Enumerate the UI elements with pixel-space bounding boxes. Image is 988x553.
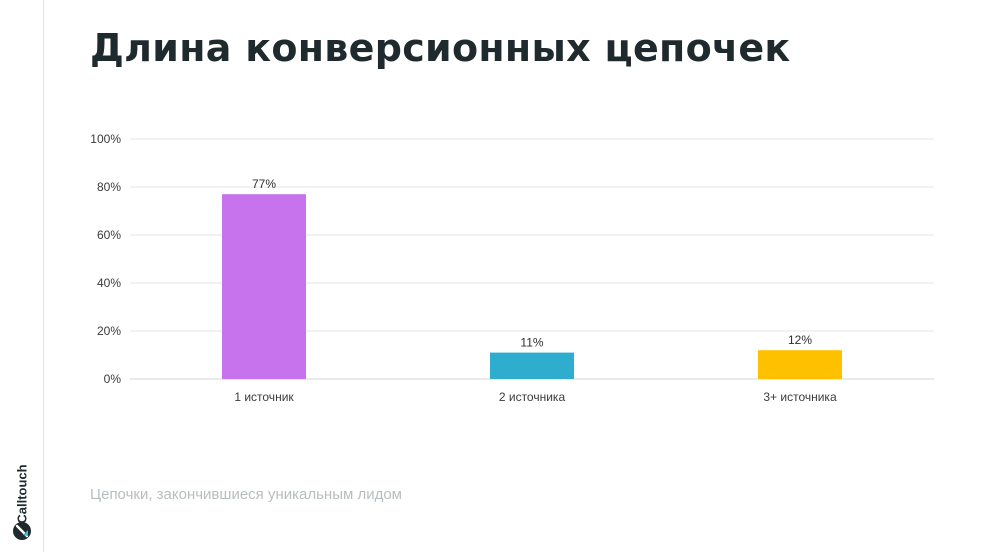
x-tick-label: 1 источник <box>234 390 294 404</box>
bar <box>222 194 306 379</box>
y-tick-label: 20% <box>97 324 121 338</box>
chart-caption: Цепочки, закончившиеся уникальным лидом <box>90 486 402 503</box>
y-tick-label: 100% <box>90 132 121 146</box>
calltouch-logo: Calltouch <box>4 442 40 548</box>
y-tick-label: 40% <box>97 276 121 290</box>
x-tick-label: 2 источника <box>499 390 566 404</box>
data-label: 11% <box>520 336 543 350</box>
data-label: 12% <box>788 333 812 347</box>
page-title: Длина конверсионных цепочек <box>90 26 791 70</box>
sidebar: Calltouch <box>0 0 44 552</box>
calltouch-logo-icon <box>13 522 31 540</box>
y-tick-label: 80% <box>97 180 121 194</box>
y-tick-label: 0% <box>104 372 122 386</box>
data-label: 77% <box>252 177 276 191</box>
bar <box>490 352 574 379</box>
y-tick-label: 60% <box>97 228 121 242</box>
bar <box>758 350 842 379</box>
x-tick-label: 3+ источника <box>763 390 837 404</box>
